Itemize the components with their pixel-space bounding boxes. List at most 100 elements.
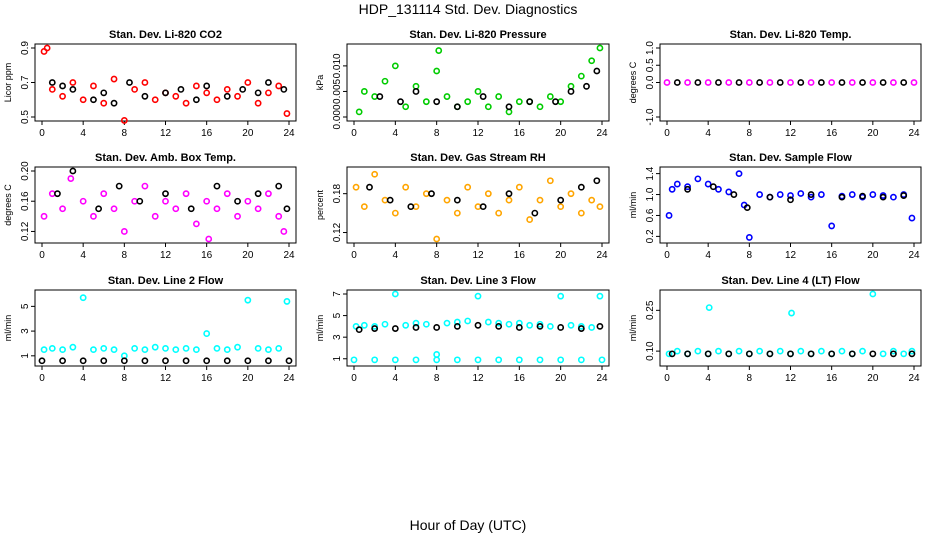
y-tick-label: 0.16 [20,191,31,211]
data-point [69,167,77,175]
data-point [704,180,712,188]
data-point [223,92,231,100]
data-point [254,344,262,352]
data-point [807,191,815,198]
data-point [244,357,252,365]
data-point [890,347,897,355]
data-point [536,356,544,364]
data-point [40,212,48,220]
data-point [275,344,283,352]
data-point [223,86,231,93]
data-point [59,82,66,90]
figure-title: HDP_131114 Std. Dev. Diagnostics [358,1,578,17]
x-tick-label: 24 [908,373,920,384]
panel-title: Stan. Dev. Line 4 (LT) Flow [721,275,860,287]
data-point [67,175,75,182]
x-tick-label: 20 [555,128,567,139]
data-point [54,190,61,198]
data-point [593,177,601,185]
data-point [838,79,846,86]
y-tick-label: 0.6 [645,208,656,222]
y-tick-label: 0.005 [332,78,343,103]
data-point [433,67,441,75]
panel-frame [34,289,297,367]
data-point [725,79,733,86]
x-tick-label: 12 [160,373,172,384]
data-point [110,346,118,354]
x-tick-label: 20 [555,373,567,384]
data-point [280,86,288,93]
data-point [100,89,108,97]
y-tick-label: 0.000 [332,104,343,129]
data-point [776,79,784,86]
data-point [684,350,691,358]
data-point [360,321,368,329]
panel-title: Stan. Dev. Line 3 Flow [420,275,536,287]
data-point [557,196,565,204]
data-point [743,204,751,212]
data-point [684,185,691,193]
data-point [422,320,430,328]
data-point [546,177,554,185]
x-tick-label: 20 [242,373,254,384]
x-tick-label: 12 [160,128,172,139]
y-axis-label: ml/min [628,315,638,342]
y-tick-label: 7 [332,291,343,297]
data-point [120,117,128,124]
data-point [90,96,97,104]
data-point [838,193,846,201]
x-tick-label: 8 [122,373,128,384]
data-point [515,183,523,191]
data-point [350,356,358,364]
data-point [443,319,451,327]
data-point [505,103,513,111]
data-point [756,191,764,198]
data-point [355,326,363,334]
data-point [890,350,897,358]
data-point [577,183,585,191]
data-point [577,325,585,332]
data-point [474,292,482,300]
x-tick-label: 24 [596,128,608,139]
panel-frame [659,43,922,122]
data-point [890,193,897,201]
data-point [557,203,565,211]
data-point [797,190,805,197]
x-tick-label: 4 [80,373,86,384]
data-point [598,356,606,364]
data-point [828,79,836,86]
y-tick-label: 0.12 [20,221,31,241]
data-point [495,322,503,330]
data-point [879,350,887,358]
data-point [745,234,753,241]
data-point [182,344,190,352]
data-point [203,89,211,97]
y-tick-label: 1 [332,356,343,362]
data-point [828,222,836,230]
panel-title: Stan. Dev. Gas Stream RH [410,152,546,164]
x-tick-label: 12 [472,128,484,139]
data-point [79,197,87,205]
x-tick-label: 8 [747,128,753,139]
data-point [596,203,604,211]
data-point [464,183,472,191]
data-point [110,75,118,83]
data-point [694,347,702,355]
data-point [391,356,399,364]
x-tick-label: 8 [122,128,128,139]
data-point [557,324,565,331]
y-tick-label: 5 [332,312,343,318]
data-point [172,205,180,213]
data-point [433,356,441,364]
data-point [265,346,272,354]
data-point [254,89,262,97]
y-tick-label: 0.5 [20,110,31,124]
data-point [715,347,722,355]
x-tick-label: 8 [747,250,753,261]
data-point [704,350,712,358]
data-point [694,79,702,86]
data-point [386,196,394,204]
y-tick-label: 0.2 [645,229,656,243]
x-tick-label: 4 [80,250,86,261]
data-point [244,79,252,86]
